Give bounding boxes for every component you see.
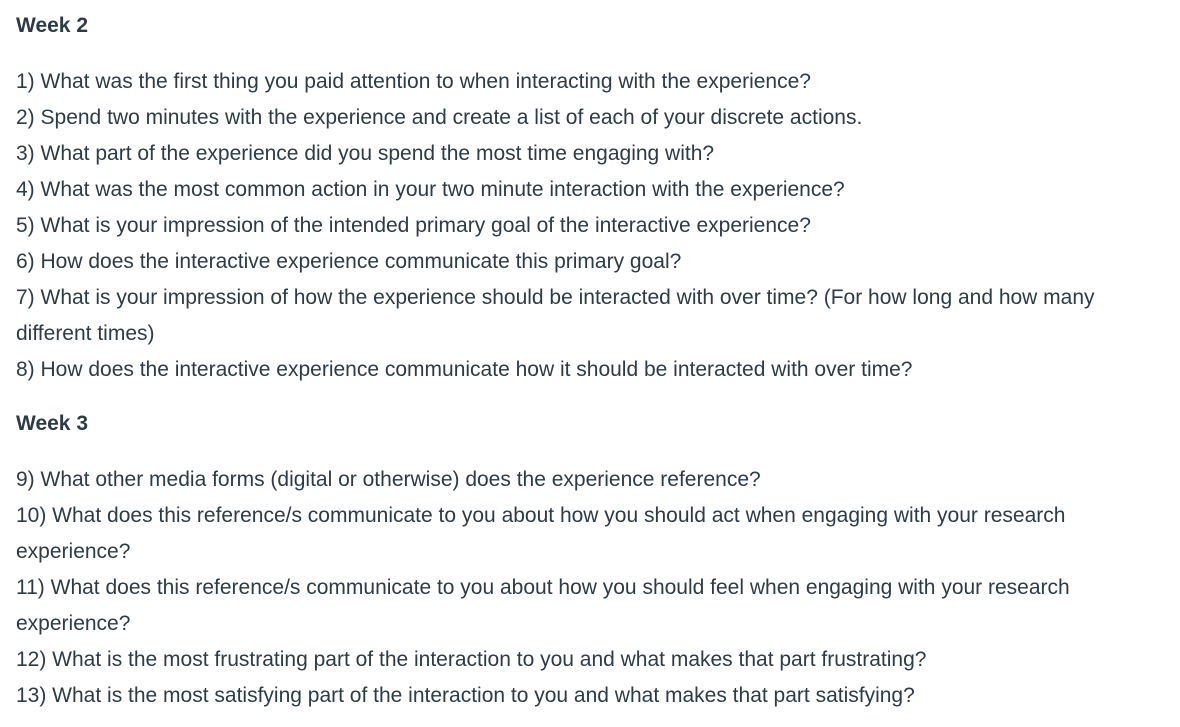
week-3-question-list: 9) What other media forms (digital or ot… bbox=[16, 462, 1170, 714]
question-4: 4) What was the most common action in yo… bbox=[16, 178, 845, 201]
week-2-question-list: 1) What was the first thing you paid att… bbox=[16, 64, 1170, 388]
question-3: 3) What part of the experience did you s… bbox=[16, 142, 715, 165]
week-2-heading: Week 2 bbox=[16, 14, 88, 37]
question-2: 2) Spend two minutes with the experience… bbox=[16, 106, 863, 129]
question-8: 8) How does the interactive experience c… bbox=[16, 358, 913, 381]
question-1: 1) What was the first thing you paid att… bbox=[16, 70, 811, 93]
week-3-heading: Week 3 bbox=[16, 412, 88, 435]
question-12: 12) What is the most frustrating part of… bbox=[16, 648, 927, 671]
question-13: 13) What is the most satisfying part of … bbox=[16, 684, 915, 707]
question-7: 7) What is your impression of how the ex… bbox=[16, 286, 1095, 345]
question-9: 9) What other media forms (digital or ot… bbox=[16, 468, 761, 491]
question-11: 11) What does this reference/s communica… bbox=[16, 576, 1070, 635]
question-5: 5) What is your impression of the intend… bbox=[16, 214, 811, 237]
question-6: 6) How does the interactive experience c… bbox=[16, 250, 682, 273]
question-10: 10) What does this reference/s communica… bbox=[16, 504, 1066, 563]
